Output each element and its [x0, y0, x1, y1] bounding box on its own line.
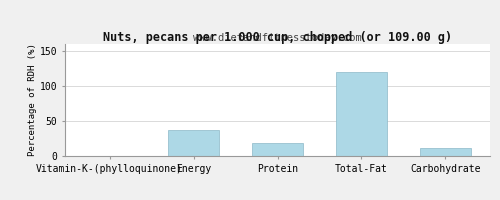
Bar — [168, 130, 218, 156]
Bar — [420, 148, 470, 156]
Y-axis label: Percentage of RDH (%): Percentage of RDH (%) — [28, 44, 37, 156]
Title: Nuts, pecans per 1.000 cup, chopped (or 109.00 g): Nuts, pecans per 1.000 cup, chopped (or … — [103, 31, 452, 44]
Bar — [252, 143, 302, 156]
Text: www.dietandfitnesstoday.com: www.dietandfitnesstoday.com — [193, 33, 362, 43]
Bar — [336, 72, 386, 156]
